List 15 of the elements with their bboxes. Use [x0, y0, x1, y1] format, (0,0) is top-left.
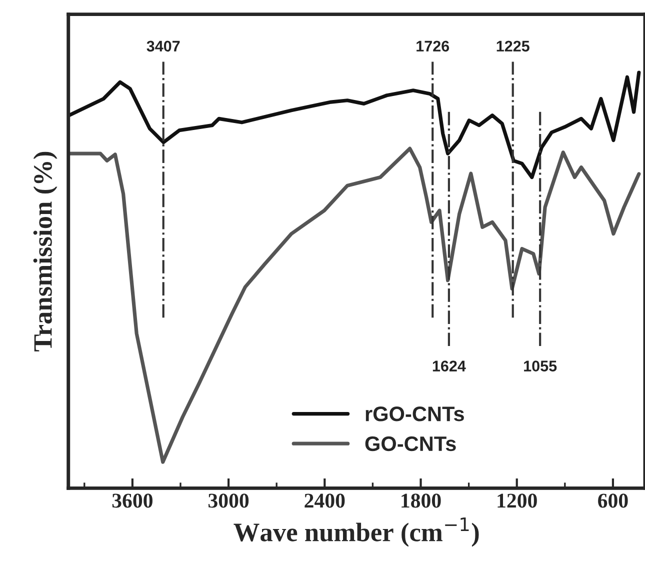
legend-label: rGO-CNTs [366, 406, 464, 422]
ref-line-label: 3407 [146, 40, 180, 52]
x-axis-title: Wave number (cm$^{−1}$) [234, 518, 479, 547]
x-tick-label: 600 [598, 494, 628, 508]
x-tick-label: 1800 [402, 494, 441, 508]
legend-label: GO-CNTs [365, 436, 456, 452]
x-tick-label: 3600 [112, 494, 152, 508]
x-tick-label: 2400 [304, 494, 345, 508]
x-tick-label: 1200 [498, 494, 537, 508]
y-axis-title: Transmission (%) [33, 152, 58, 352]
ref-line-label: 1624 [432, 360, 466, 372]
x-tick-label: 3000 [208, 494, 249, 508]
ref-line-label: 1726 [416, 40, 450, 52]
ref-line-label: 1225 [496, 40, 530, 52]
ref-line-label: 1055 [524, 360, 557, 372]
